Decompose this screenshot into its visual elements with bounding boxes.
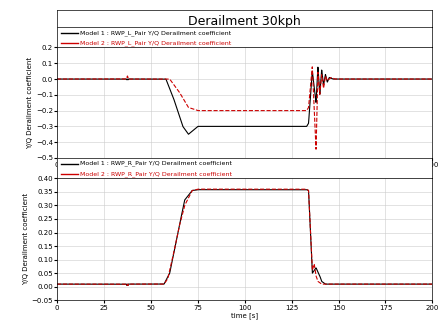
X-axis label: time [s]: time [s]: [231, 170, 258, 176]
Y-axis label: Y/Q Derailment coefficient: Y/Q Derailment coefficient: [27, 57, 33, 149]
Text: Model 1 : RWP_R_Pair Y/Q Derailment coefficient: Model 1 : RWP_R_Pair Y/Q Derailment coef…: [79, 161, 231, 166]
Text: Model 1 : RWP_L_Pair Y/Q Derailment coefficient: Model 1 : RWP_L_Pair Y/Q Derailment coef…: [79, 30, 230, 36]
X-axis label: time [s]: time [s]: [231, 312, 258, 319]
Text: Derailment 30kph: Derailment 30kph: [188, 15, 300, 27]
Y-axis label: Y/Q Derailment coefficient: Y/Q Derailment coefficient: [23, 193, 28, 286]
Text: Model 2 : RWP_R_Pair Y/Q Derailment coefficient: Model 2 : RWP_R_Pair Y/Q Derailment coef…: [79, 171, 231, 177]
Text: Model 2 : RWP_L_Pair Y/Q Derailment coefficient: Model 2 : RWP_L_Pair Y/Q Derailment coef…: [79, 40, 230, 46]
